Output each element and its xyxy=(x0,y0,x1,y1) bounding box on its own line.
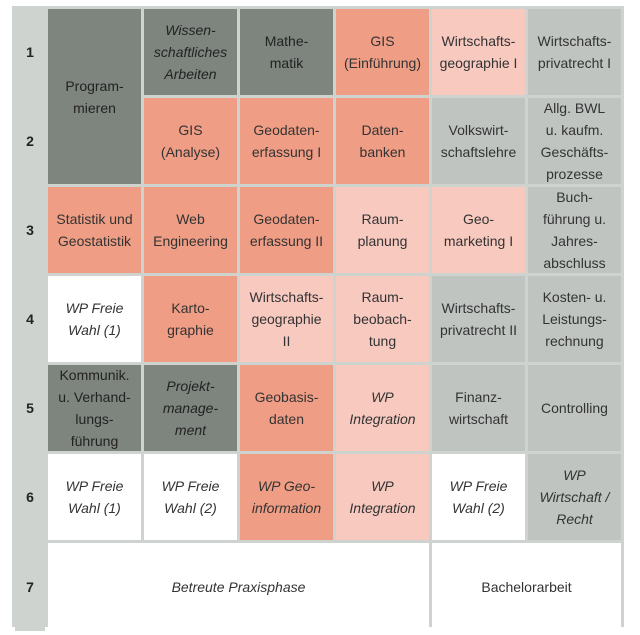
module-raumplanung: Raum- planung xyxy=(336,187,429,273)
module-gis-analyse: GIS (Analyse) xyxy=(144,98,237,184)
module-programmieren: Program- mieren xyxy=(48,9,141,184)
row-label-6: 6 xyxy=(15,454,45,540)
module-wirtschaftsprivatrecht-2: Wirtschafts- privatrecht II xyxy=(432,276,525,362)
module-wp-geoinformation: WP Geo- information xyxy=(240,454,333,540)
module-allg-bwl: Allg. BWL u. kaufm. Geschäfts- prozesse xyxy=(528,98,621,184)
module-wp-integration: WP Integration xyxy=(336,365,429,451)
row-label-4: 4 xyxy=(15,276,45,362)
module-wirtschaftsprivatrecht-1: Wirtschafts- privatrecht I xyxy=(528,9,621,95)
row-label-5: 5 xyxy=(15,365,45,451)
row-label-3: 3 xyxy=(15,187,45,273)
module-projektmanagement: Projekt- manage- ment xyxy=(144,365,237,451)
module-wp-freie-wahl-2-b: WP Freie Wahl (2) xyxy=(432,454,525,540)
module-geodatenerfassung-2: Geodaten- erfassung II xyxy=(240,187,333,273)
module-datenbanken: Daten- banken xyxy=(336,98,429,184)
module-kosten-leistungsrechnung: Kosten- u. Leistungs- rechnung xyxy=(528,276,621,362)
module-wp-freie-wahl-1: WP Freie Wahl (1) xyxy=(48,276,141,362)
module-mathematik: Mathe- matik xyxy=(240,9,333,95)
row-label-7: 7 xyxy=(15,543,45,631)
module-wp-freie-wahl-1-sem6: WP Freie Wahl (1) xyxy=(48,454,141,540)
module-betreute-praxisphase: Betreute Praxisphase xyxy=(48,543,429,631)
module-wp-freie-wahl-2: WP Freie Wahl (2) xyxy=(144,454,237,540)
module-finanzwirtschaft: Finanz- wirtschaft xyxy=(432,365,525,451)
module-bachelorarbeit: Bachelorarbeit xyxy=(432,543,621,631)
module-geobasisdaten: Geobasis- daten xyxy=(240,365,333,451)
row-label-2: 2 xyxy=(15,98,45,184)
module-wissenschaftliches-arbeiten: Wissen- schaftliches Arbeiten xyxy=(144,9,237,95)
module-geomarketing-1: Geo- marketing I xyxy=(432,187,525,273)
module-volkswirtschaftslehre: Volkswirt- schaftslehre xyxy=(432,98,525,184)
module-controlling: Controlling xyxy=(528,365,621,451)
module-wp-wirtschaft-recht: WP Wirtschaft / Recht xyxy=(528,454,621,540)
row-label-1: 1 xyxy=(15,9,45,95)
module-gis-einfuehrung: GIS (Einführung) xyxy=(336,9,429,95)
module-wirtschaftsgeographie-2: Wirtschafts- geographie II xyxy=(240,276,333,362)
module-kartographie: Karto- graphie xyxy=(144,276,237,362)
module-raumbeobachtung: Raum- beobach- tung xyxy=(336,276,429,362)
module-geodatenerfassung-1: Geodaten- erfassung I xyxy=(240,98,333,184)
curriculum-grid: 1 2 3 4 5 6 7 Program- mieren Wissen- sc… xyxy=(12,6,624,631)
module-web-engineering: Web Engineering xyxy=(144,187,237,273)
module-wp-integration-sem6: WP Integration xyxy=(336,454,429,540)
module-statistik: Statistik und Geostatistik xyxy=(48,187,141,273)
module-buchfuehrung: Buch- führung u. Jahres- abschluss xyxy=(528,187,621,273)
module-kommunikation: Kommunik. u. Verhand- lungs- führung xyxy=(48,365,141,451)
module-wirtschaftsgeographie-1: Wirtschafts- geographie I xyxy=(432,9,525,95)
